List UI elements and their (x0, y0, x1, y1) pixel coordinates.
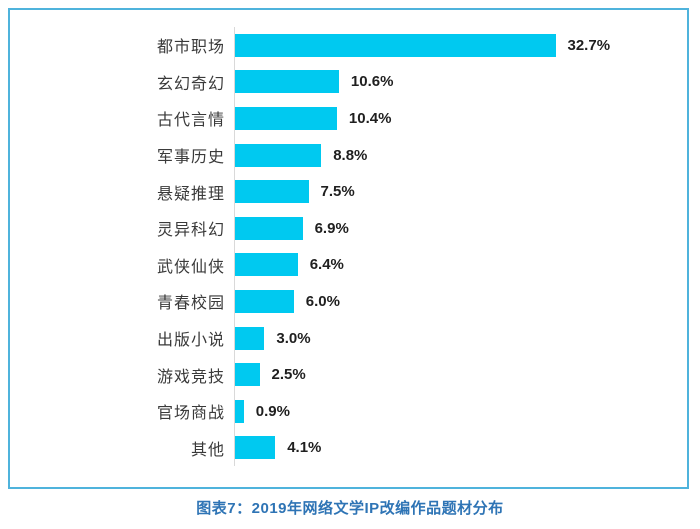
category-label: 武侠仙侠 (156, 258, 225, 276)
chart-row: 其他 4.1% (10, 429, 673, 467)
chart-row: 出版小说 3.0% (10, 319, 673, 357)
chart-row: 青春校园 6.0% (10, 283, 673, 320)
chart-row: 官场商战 0.9% (10, 392, 673, 430)
category-label: 灵异科幻 (156, 222, 225, 240)
value-label: 3.0% (276, 329, 311, 347)
category-label: 古代言情 (156, 112, 225, 130)
bar (235, 289, 294, 313)
category-label: 都市职场 (156, 39, 225, 57)
bar (235, 70, 339, 94)
value-label: 2.5% (271, 366, 306, 384)
chart-row: 军事历史 8.8% (10, 136, 673, 174)
value-label: 7.5% (320, 183, 355, 201)
bar (235, 436, 276, 460)
bar (235, 253, 298, 277)
bar-area: 6.9% (234, 209, 673, 247)
chart-panel: 都市职场 32.7% 玄幻奇幻 10.6% 古代言情 10.4% 军事历史 8.… (8, 8, 689, 489)
category-label: 游戏竞技 (156, 368, 225, 386)
bar (235, 106, 337, 130)
category-label: 悬疑推理 (156, 185, 225, 203)
bar-chart: 都市职场 32.7% 玄幻奇幻 10.6% 古代言情 10.4% 军事历史 8.… (10, 27, 673, 467)
bar (235, 180, 309, 204)
value-label: 4.1% (287, 439, 322, 457)
bar (235, 326, 265, 350)
bar (235, 33, 556, 57)
chart-row: 古代言情 10.4% (10, 100, 673, 137)
bar-area: 6.4% (234, 246, 673, 284)
value-label: 0.9% (255, 402, 290, 420)
value-label: 8.8% (333, 146, 368, 164)
chart-row: 武侠仙侠 6.4% (10, 246, 673, 284)
category-label: 出版小说 (156, 332, 225, 350)
value-label: 32.7% (567, 36, 611, 54)
chart-row: 悬疑推理 7.5% (10, 173, 673, 210)
value-label: 6.9% (314, 219, 349, 237)
bar-area: 3.0% (234, 319, 673, 357)
bar-area: 7.5% (234, 173, 673, 210)
bar (235, 143, 322, 167)
chart-row: 灵异科幻 6.9% (10, 209, 673, 247)
category-label: 官场商战 (156, 405, 225, 423)
bar-area: 10.4% (234, 100, 673, 137)
value-label: 6.4% (309, 256, 344, 274)
chart-row: 都市职场 32.7% (10, 27, 673, 64)
category-label: 玄幻奇幻 (156, 75, 225, 93)
category-label: 其他 (190, 441, 225, 459)
bar-area: 0.9% (234, 392, 673, 430)
bar-area: 6.0% (234, 283, 673, 320)
bar-area: 4.1% (234, 429, 673, 467)
bar (235, 363, 260, 387)
value-label: 6.0% (305, 292, 340, 310)
bar (235, 216, 303, 240)
chart-caption: 图表7：2019年网络文学IP改编作品题材分布 (196, 500, 504, 517)
bar-area: 2.5% (234, 356, 673, 393)
bar (235, 399, 244, 423)
bar-area: 32.7% (234, 27, 673, 64)
value-label: 10.4% (348, 109, 392, 127)
category-label: 军事历史 (156, 149, 225, 167)
chart-row: 游戏竞技 2.5% (10, 356, 673, 393)
chart-row: 玄幻奇幻 10.6% (10, 63, 673, 101)
value-label: 10.6% (350, 73, 394, 91)
category-label: 青春校园 (156, 295, 225, 313)
bar-area: 8.8% (234, 136, 673, 174)
bar-area: 10.6% (234, 63, 673, 101)
